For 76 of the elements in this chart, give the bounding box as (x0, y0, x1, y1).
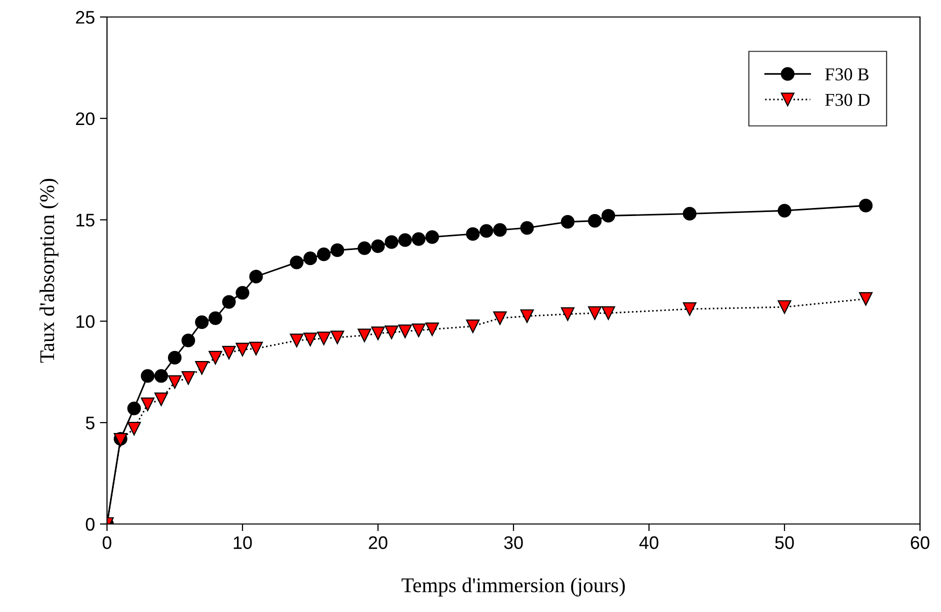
point (222, 295, 236, 309)
point (208, 350, 222, 365)
y-axis-title: Taux d'absorption (%) (40, 178, 58, 363)
point (602, 306, 616, 320)
point (127, 402, 141, 416)
point (588, 214, 602, 228)
point (140, 369, 154, 383)
point (168, 350, 182, 365)
point (466, 227, 480, 241)
point (493, 311, 507, 325)
x-tick-label: 30 (504, 536, 523, 550)
point (588, 306, 602, 320)
point (195, 315, 209, 330)
point (358, 328, 372, 342)
point (181, 334, 196, 348)
point (480, 224, 494, 238)
point (316, 247, 331, 262)
y-tick-label: 10 (76, 315, 94, 328)
point (303, 252, 318, 266)
point (168, 375, 182, 389)
point (384, 326, 398, 340)
point (330, 243, 344, 258)
point (858, 198, 873, 212)
point (371, 326, 385, 340)
x-tick-label: 60 (910, 536, 930, 550)
point (290, 334, 304, 348)
point (371, 239, 385, 253)
point (249, 270, 263, 284)
x-tick-label: 20 (368, 536, 388, 550)
point (425, 230, 440, 244)
y-tick-label: 25 (76, 10, 94, 24)
x-tick-label: 10 (234, 536, 252, 550)
point (358, 241, 372, 255)
point (290, 256, 304, 270)
y-tick-label: 15 (76, 214, 94, 227)
y-tick-label: 20 (76, 112, 94, 126)
point (560, 307, 575, 321)
y-tick-label: 0 (86, 518, 94, 531)
point (127, 422, 141, 436)
point (181, 371, 196, 385)
point (602, 208, 616, 223)
point (493, 223, 507, 237)
point (330, 330, 344, 344)
point (195, 361, 209, 375)
point (154, 369, 168, 383)
point (412, 324, 426, 338)
point (303, 332, 318, 346)
point (778, 300, 792, 314)
point (682, 206, 696, 221)
point (412, 232, 426, 246)
point (384, 235, 398, 249)
point (140, 398, 154, 412)
point (425, 322, 440, 336)
point (778, 204, 792, 218)
x-tick-label: 50 (775, 536, 794, 550)
point (154, 392, 168, 406)
x-tick-label: 40 (639, 536, 658, 550)
point (316, 332, 331, 346)
point (520, 309, 534, 323)
point (249, 342, 263, 356)
point (858, 292, 873, 306)
legend-label: F30 B (825, 68, 868, 80)
point (208, 311, 222, 325)
point (236, 342, 250, 356)
legend-label: F30 D (825, 94, 870, 106)
point (398, 233, 412, 247)
point (520, 221, 534, 235)
point (560, 215, 575, 229)
x-tick-label: 0 (102, 536, 112, 550)
y-tick-label: 5 (86, 416, 94, 430)
x-axis-title: Temps d'immersion (jours) (402, 578, 625, 597)
point (236, 286, 250, 300)
point (466, 319, 480, 334)
point (398, 324, 412, 338)
point (682, 302, 696, 316)
point (222, 346, 236, 360)
